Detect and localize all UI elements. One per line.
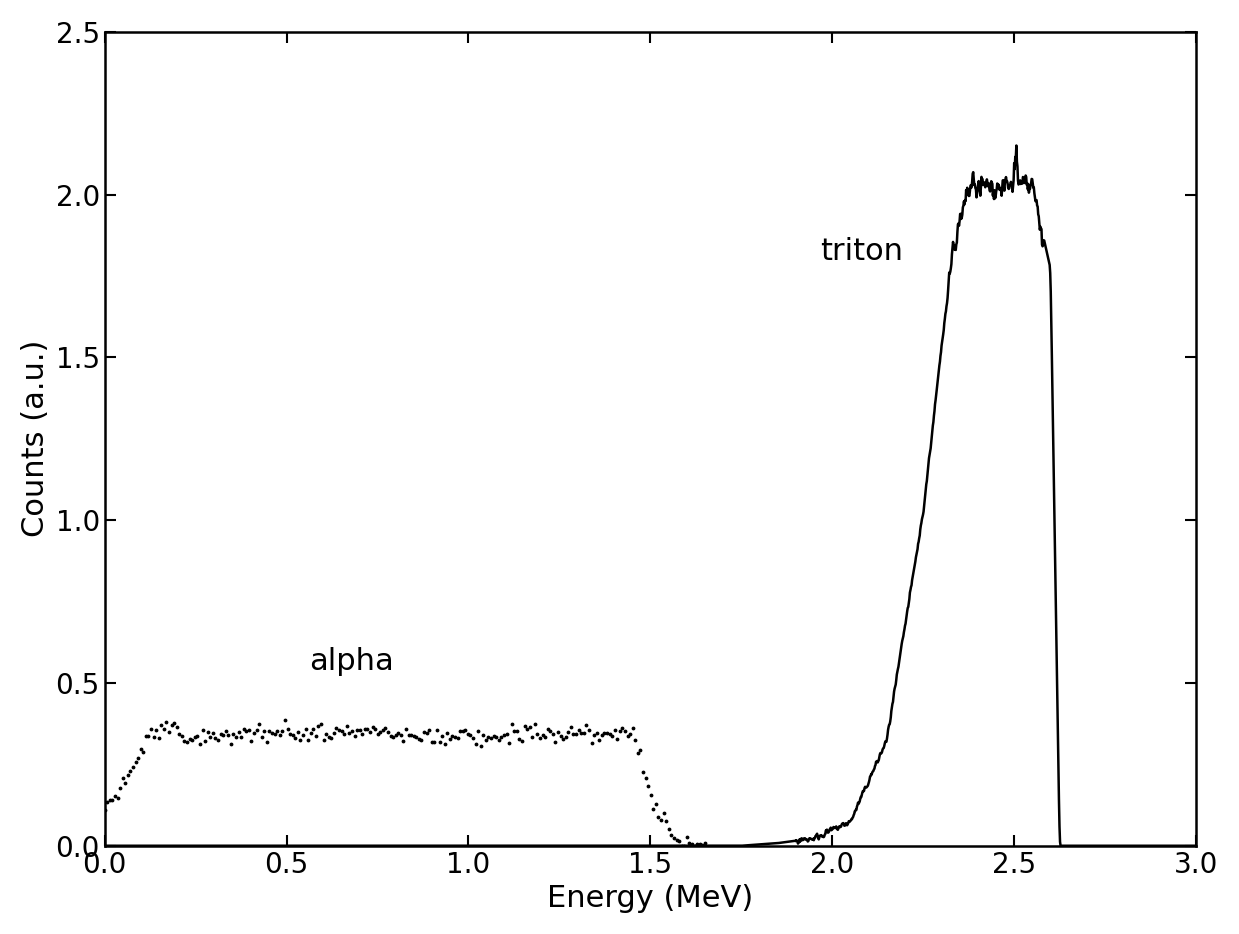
Text: alpha: alpha [310,647,394,676]
Text: triton: triton [820,237,903,266]
Y-axis label: Counts (a.u.): Counts (a.u.) [21,340,50,537]
X-axis label: Energy (MeV): Energy (MeV) [548,884,753,913]
